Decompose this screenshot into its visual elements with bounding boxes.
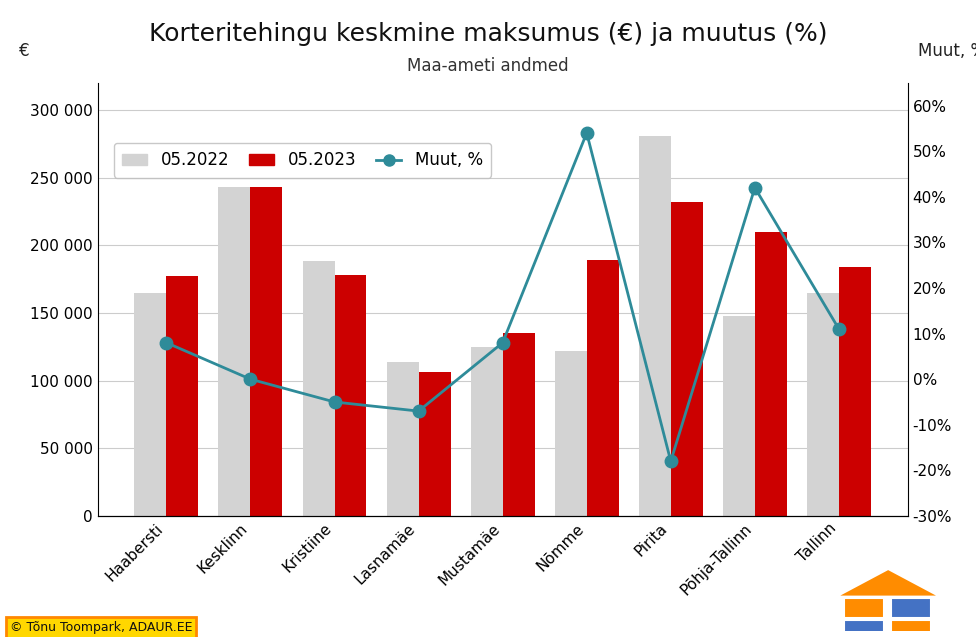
Bar (891, 620, 930, 634)
Line: Muut, %: Muut, % (160, 127, 845, 468)
Muut, % (245, 375, 257, 383)
Bar (386, 362, 419, 516)
Text: Korteritehingu keskmine maksumus (€) ja muutus (%): Korteritehingu keskmine maksumus (€) ja … (148, 22, 828, 47)
Bar (844, 620, 884, 634)
Bar (135, 292, 166, 516)
Muut, % (665, 457, 676, 465)
Bar (470, 347, 503, 516)
Muut, % (749, 184, 760, 192)
Bar (303, 261, 335, 516)
Bar (587, 260, 619, 516)
Text: Muut, %: Muut, % (917, 42, 976, 60)
Bar (251, 187, 282, 516)
Bar (891, 598, 930, 618)
Bar (807, 292, 839, 516)
Bar (671, 202, 703, 516)
Text: © Tõnu Toompark, ADAUR.EE: © Tõnu Toompark, ADAUR.EE (10, 621, 192, 634)
Muut, % (160, 339, 172, 347)
Text: €: € (20, 42, 29, 60)
Muut, % (581, 129, 592, 137)
Bar (844, 598, 884, 618)
Bar (503, 333, 535, 516)
Polygon shape (840, 570, 936, 596)
Bar (639, 136, 671, 516)
Muut, % (413, 407, 425, 415)
Muut, % (497, 339, 508, 347)
Bar (419, 373, 451, 516)
Bar (723, 315, 754, 516)
Bar (166, 276, 198, 516)
Muut, % (329, 398, 341, 406)
Bar (335, 275, 366, 516)
Bar (554, 351, 587, 516)
Bar (219, 187, 251, 516)
Legend: 05.2022, 05.2023, Muut, %: 05.2022, 05.2023, Muut, % (114, 143, 491, 178)
Muut, % (834, 326, 845, 333)
Bar (839, 267, 871, 516)
Bar (754, 232, 787, 516)
Text: Maa-ameti andmed: Maa-ameti andmed (407, 57, 569, 75)
